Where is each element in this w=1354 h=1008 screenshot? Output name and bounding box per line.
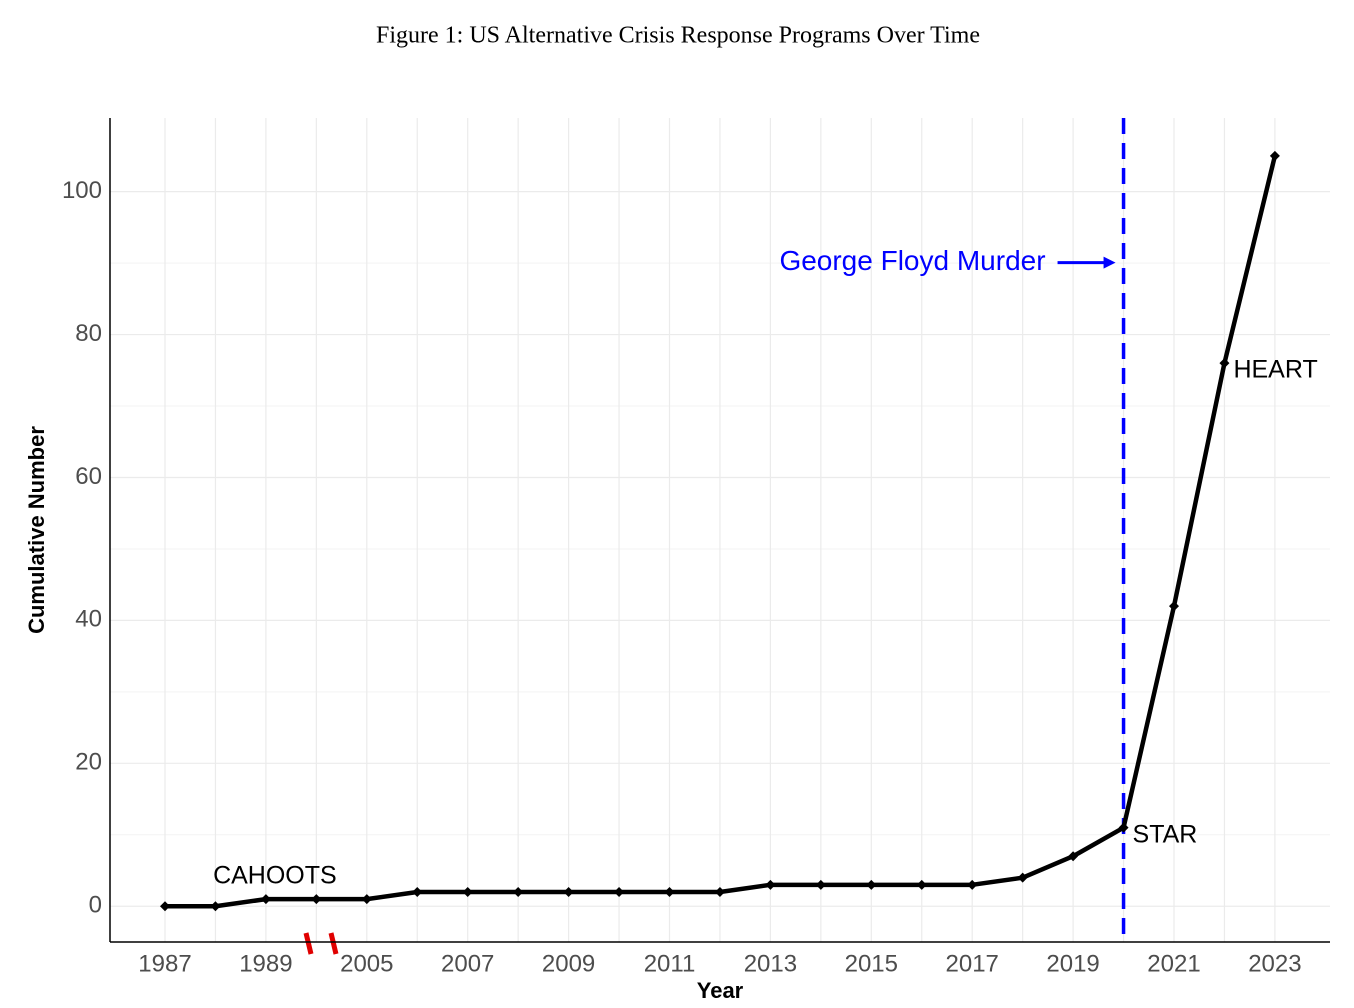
data-point xyxy=(160,901,170,912)
y-tick-label: 80 xyxy=(75,320,102,347)
data-point xyxy=(714,886,725,897)
data-point xyxy=(462,886,473,897)
data-point xyxy=(765,879,776,890)
data-point xyxy=(1219,358,1230,369)
data-point xyxy=(1169,601,1179,612)
data-point xyxy=(412,886,423,897)
x-tick-label: 1989 xyxy=(239,950,292,977)
chart-title: Figure 1: US Alternative Crisis Response… xyxy=(376,23,980,49)
y-tick-label: 20 xyxy=(75,749,102,776)
y-tick-label: 100 xyxy=(62,177,102,204)
axis-break xyxy=(303,932,314,955)
x-tick-label: 2011 xyxy=(644,950,696,977)
point-label: STAR xyxy=(1133,820,1198,848)
data-point xyxy=(664,886,675,897)
data-point xyxy=(563,886,574,897)
x-tick-label: 2021 xyxy=(1147,950,1200,977)
event-label: George Floyd Murder xyxy=(779,245,1045,276)
x-tick-label: 2005 xyxy=(340,950,393,977)
x-axis-label: Year xyxy=(697,978,744,1003)
data-point xyxy=(210,901,221,912)
axis-break xyxy=(328,932,339,955)
data-point xyxy=(967,879,978,890)
data-point xyxy=(866,879,877,890)
x-tick-label: 1987 xyxy=(138,950,191,977)
data-point xyxy=(1017,872,1028,883)
point-label: HEART xyxy=(1233,356,1317,384)
data-point xyxy=(916,879,927,890)
x-tick-label: 2015 xyxy=(845,950,898,977)
y-axis-label: Cumulative Number xyxy=(24,426,49,634)
data-point xyxy=(260,894,271,905)
x-tick-label: 2009 xyxy=(542,950,595,977)
x-tick-label: 2013 xyxy=(744,950,797,977)
data-point xyxy=(1068,851,1079,862)
data-point xyxy=(513,886,524,897)
y-tick-label: 40 xyxy=(75,606,102,633)
data-point xyxy=(815,879,826,890)
event-arrow-head xyxy=(1103,256,1116,269)
x-tick-label: 2017 xyxy=(946,950,999,977)
y-tick-label: 60 xyxy=(75,463,102,490)
data-point xyxy=(1269,150,1280,161)
y-tick-label: 0 xyxy=(89,892,102,919)
x-tick-label: 2023 xyxy=(1248,950,1301,977)
data-point xyxy=(361,894,372,905)
x-tick-label: 2019 xyxy=(1046,950,1099,977)
data-point xyxy=(311,894,322,905)
data-point xyxy=(614,886,625,897)
data-point xyxy=(1118,822,1129,833)
point-label: CAHOOTS xyxy=(213,862,337,890)
x-tick-label: 2007 xyxy=(441,950,494,977)
